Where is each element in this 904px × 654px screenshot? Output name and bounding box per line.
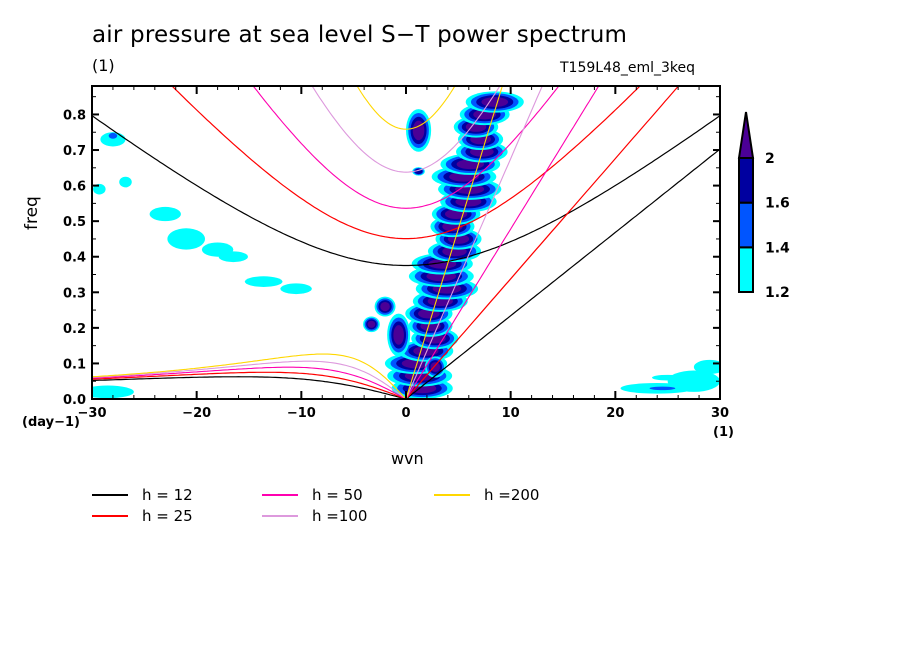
y-tick-label: 0.6 (63, 180, 86, 195)
chart-subtitle-left: (1) (92, 56, 115, 75)
weak-patch-ul-level-0 (218, 251, 248, 263)
ig-curve-h25 (171, 86, 641, 240)
colorbar-label: 1.2 (765, 285, 790, 301)
kelvin-curve-h50 (405, 86, 600, 399)
weak-patch-ul-core-level-1 (108, 132, 118, 139)
legend-swatch (262, 494, 298, 496)
ig-curve-h200 (356, 86, 456, 130)
left-blob-c-level-3 (393, 325, 404, 345)
legend-swatch (92, 515, 128, 517)
y-tick-label: 0.3 (63, 286, 86, 301)
legend-swatch (92, 494, 128, 496)
legend-swatch (262, 515, 298, 517)
er-curve-h100 (92, 360, 407, 399)
colorbar-label: 2 (765, 151, 775, 167)
ig-curve-h100 (311, 86, 501, 173)
legend-item: h = 12 (92, 486, 193, 504)
lower-blob-level-3 (430, 362, 441, 372)
legend-item: h = 50 (262, 486, 363, 504)
colorbar-label: 1.4 (765, 240, 790, 256)
kelvin-curve-h200 (405, 86, 503, 399)
weak-patch-ul-level-0 (167, 228, 206, 250)
left-blob-b-level-3 (367, 320, 376, 328)
y-tick-label: 0.5 (63, 215, 86, 230)
colorbar-label: 1.6 (765, 196, 790, 212)
x-axis-label: wvn (391, 449, 424, 468)
kelvin-curve-h12 (405, 148, 720, 399)
x-tick-label: 0 (401, 406, 410, 421)
legend-label: h = 12 (142, 486, 193, 504)
legend-label: h = 50 (312, 486, 363, 504)
weak-patch-ul-level-0 (244, 276, 283, 287)
y-tick-label: 0.8 (63, 108, 86, 123)
chart-subtitle-right: T159L48_eml_3keq (560, 60, 696, 76)
colorbar-segment (738, 157, 754, 204)
weak-patch-ul-level-0 (100, 132, 126, 147)
legend-label: h =200 (484, 486, 540, 504)
x-tick-label: −10 (287, 406, 316, 421)
kelvin-curve-h25 (405, 86, 680, 399)
legend-label: h = 25 (142, 507, 193, 525)
x-tick-label: −30 (78, 406, 107, 421)
er-curve-h25 (92, 371, 407, 399)
high-freq-blob-level-3 (412, 120, 425, 141)
ig-curve-h12 (92, 115, 720, 267)
y-tick-label: 0.4 (63, 251, 86, 266)
er-curve-h12 (92, 376, 407, 399)
legend-swatch (434, 494, 470, 496)
weak-patch-ul-level-0 (119, 176, 132, 188)
chart-title: air pressure at sea level S−T power spec… (92, 22, 628, 48)
weak-patch-lr-level-0 (667, 370, 720, 392)
colorbar-segment (738, 246, 754, 293)
y-axis-unit: (day−1) (22, 415, 80, 430)
x-tick-label: 30 (711, 406, 729, 421)
x-tick-label: 10 (502, 406, 520, 421)
x-tick-label: −20 (182, 406, 211, 421)
er-curve-h200 (92, 353, 407, 399)
weak-patch-ul-level-0 (280, 283, 312, 295)
colorbar-extend-arrow (737, 111, 755, 159)
x-tick-label: 20 (606, 406, 624, 421)
ig-curve-h50 (252, 86, 560, 209)
plot-content (92, 86, 720, 399)
weak-patch-lr-level-0 (651, 374, 684, 381)
left-blob-a-level-3 (380, 301, 390, 312)
x-axis-unit: (1) (713, 425, 734, 440)
legend-label: h =100 (312, 507, 368, 525)
weak-patch-lr-core-level-1 (649, 386, 676, 391)
legend-item: h =100 (262, 507, 367, 525)
er-curve-h50 (92, 366, 407, 399)
kelvin-curve-h100 (405, 86, 543, 399)
legend-item: h = 25 (92, 507, 193, 525)
y-tick-label: 0.7 (63, 144, 86, 159)
weak-patch-ul-level-0 (149, 206, 181, 222)
kelvin-ridge-blob-level-3 (481, 97, 509, 107)
legend-item: h =200 (434, 486, 539, 504)
y-tick-label: 0.1 (63, 357, 86, 372)
y-tick-label: 0.2 (63, 322, 86, 337)
weak-patch-ll-level-0 (92, 385, 134, 399)
colorbar-segment (738, 201, 754, 249)
y-tick-label: 0.0 (63, 393, 86, 408)
